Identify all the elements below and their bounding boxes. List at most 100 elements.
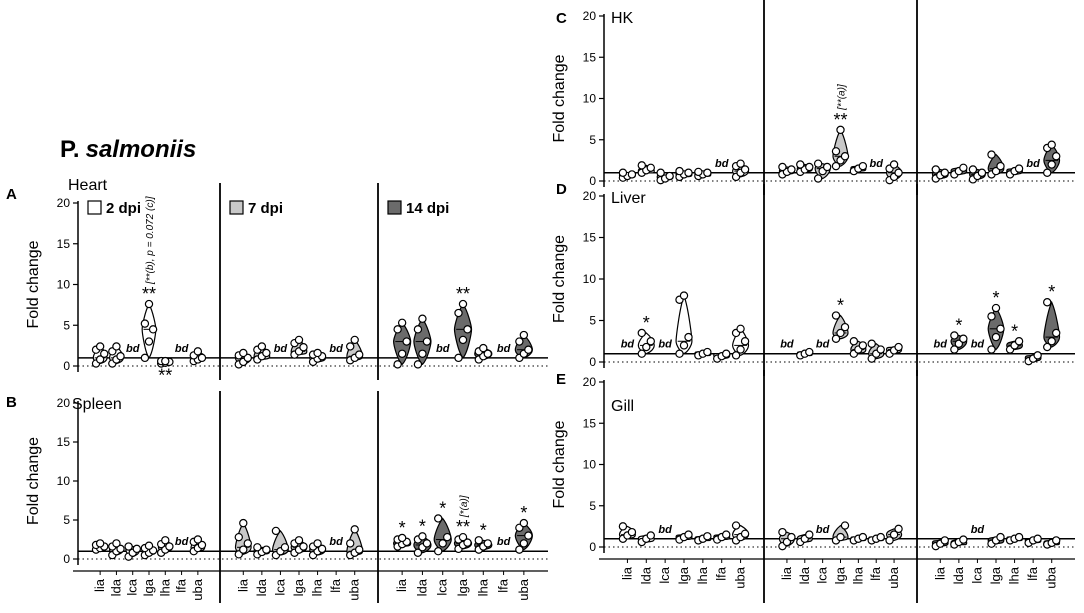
data-point (458, 299, 468, 309)
data-point (132, 544, 142, 554)
legend-swatch (229, 200, 244, 215)
data-point (996, 161, 1005, 171)
data-point (463, 325, 472, 334)
below-detection-label: bd (126, 343, 140, 355)
data-point (722, 530, 731, 539)
x-tick-label: lia (235, 578, 250, 592)
data-point (885, 536, 894, 545)
data-point (165, 542, 174, 551)
data-point (454, 353, 463, 363)
data-point (931, 165, 940, 174)
data-point (100, 349, 109, 358)
y-tick-label: 0 (589, 355, 596, 369)
data-point (731, 521, 741, 530)
below-detection-label: bd (329, 343, 343, 355)
data-point (858, 532, 868, 542)
data-point (618, 522, 628, 531)
x-tick-label: lga (455, 578, 470, 596)
data-point (796, 160, 805, 169)
data-point (234, 532, 243, 542)
data-point (257, 342, 267, 351)
data-point (996, 532, 1005, 542)
data-point (694, 167, 703, 177)
data-point (454, 308, 463, 318)
data-point (1052, 152, 1061, 161)
data-point (876, 345, 885, 354)
x-tick-label: lha (157, 578, 172, 596)
data-point (243, 539, 252, 548)
data-point (940, 168, 949, 177)
data-point (787, 532, 796, 542)
data-point (831, 147, 841, 156)
data-point (313, 348, 322, 358)
data-point (418, 349, 427, 358)
below-detection-label: bd (816, 524, 830, 536)
data-point (346, 342, 355, 351)
below-detection-label: bd (175, 536, 189, 548)
data-point (402, 337, 411, 346)
data-point (458, 335, 468, 345)
statistics-note: [*(a)] (459, 495, 470, 518)
data-point (665, 171, 674, 181)
x-tick-label: lha (1007, 566, 1022, 584)
below-detection-label: bd (934, 339, 948, 351)
data-point (894, 168, 903, 177)
y-tick-label: 0 (63, 359, 70, 373)
x-tick-label: lha (310, 578, 325, 596)
data-point (144, 299, 154, 309)
data-point (524, 531, 533, 540)
figure-title: P. salmoniis (60, 136, 196, 163)
data-point (418, 314, 427, 323)
data-point (703, 532, 712, 541)
data-point (889, 160, 899, 169)
data-point (831, 161, 841, 171)
x-tick-label: uba (733, 566, 748, 588)
data-point (397, 349, 407, 358)
data-point (831, 334, 841, 343)
x-tick-label: lca (815, 566, 830, 583)
below-detection-label: bd (715, 158, 729, 170)
data-point (116, 544, 125, 554)
data-point (1043, 168, 1052, 177)
data-point (840, 152, 850, 161)
data-point (434, 514, 443, 523)
data-point (675, 349, 684, 358)
x-tick-label: lia (394, 578, 409, 592)
panel-letter: A (6, 186, 17, 203)
data-point (95, 355, 105, 364)
data-point (197, 353, 207, 363)
data-point (95, 342, 105, 351)
statistics-note: [**(a)] (837, 84, 848, 111)
x-tick-label: lga (676, 566, 691, 584)
tissue-label: Heart (68, 177, 108, 194)
below-detection-label: bd (780, 339, 794, 351)
data-point (144, 337, 154, 346)
tissue-label: Spleen (72, 396, 122, 413)
data-point (294, 335, 304, 345)
panel-letter: D (556, 181, 567, 198)
data-point (193, 347, 203, 356)
data-point (950, 345, 959, 354)
data-point (987, 312, 996, 321)
x-tick-label: lga (141, 578, 156, 596)
data-point (656, 168, 665, 177)
x-tick-label: lda (108, 578, 123, 596)
data-point (940, 536, 949, 545)
data-point (313, 539, 322, 548)
data-point (858, 161, 868, 171)
y-tick-label: 5 (63, 318, 70, 332)
data-point (422, 539, 432, 548)
data-point (740, 165, 750, 174)
x-tick-label: lia (779, 566, 794, 580)
y-tick-label: 10 (583, 272, 597, 286)
data-point (813, 174, 823, 183)
data-point (350, 335, 359, 345)
y-tick-label: 10 (583, 92, 597, 106)
data-point (849, 337, 859, 346)
data-point (959, 163, 968, 172)
y-tick-label: 15 (583, 231, 597, 245)
data-point (627, 170, 637, 179)
data-point (679, 341, 689, 350)
